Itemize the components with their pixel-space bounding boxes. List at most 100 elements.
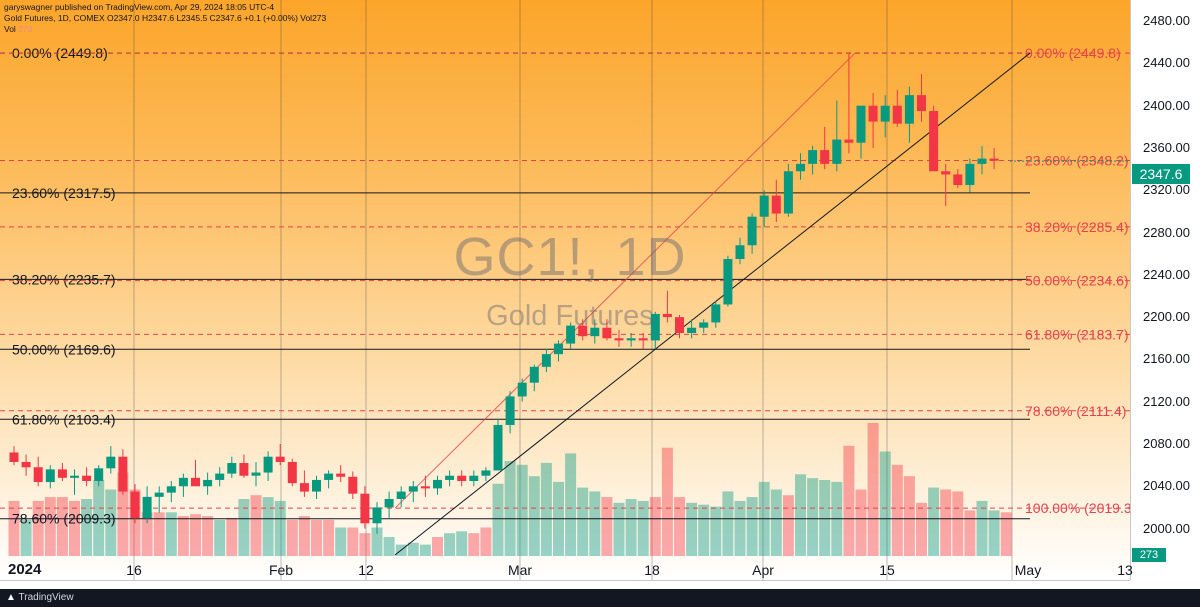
volume-bar (952, 491, 964, 556)
candle-body (82, 475, 92, 481)
time-tick-label: 15 (879, 562, 895, 578)
candle-body (94, 468, 104, 481)
volume-bar (81, 499, 93, 556)
volume-bar (843, 445, 855, 556)
volume-bar (153, 512, 165, 556)
price-tick-label: 2080.00 (1143, 436, 1190, 451)
candle-body (239, 463, 249, 476)
volume-bar (879, 451, 891, 556)
volume-bar (577, 487, 589, 556)
candle-body (687, 327, 697, 333)
volume-bar (516, 464, 528, 556)
volume-bar (165, 512, 177, 556)
candle-body (614, 338, 624, 341)
volume-bar (105, 489, 117, 556)
candle-body (759, 195, 769, 217)
volume-bar (940, 489, 952, 556)
volume-bar (407, 542, 419, 556)
volume-bar (444, 533, 456, 556)
price-tick-label: 2480.00 (1143, 13, 1190, 29)
candle-body (711, 304, 721, 323)
candle-body (9, 452, 19, 462)
fib-level-black-label: 61.80% (2103.4) (12, 411, 116, 427)
candle-body (783, 171, 793, 214)
volume-bar (903, 476, 915, 556)
candle-body (481, 470, 491, 476)
candle-body (57, 469, 67, 478)
candle-body (336, 473, 346, 477)
volume-bar (8, 500, 20, 556)
candle-body (880, 105, 890, 122)
fib-level-red-label: 50.00% (2234.6) (1025, 273, 1129, 289)
volume-bar (371, 527, 383, 556)
volume-bar (807, 478, 819, 556)
volume-bar (795, 474, 806, 556)
volume-bar (117, 472, 129, 556)
candle-body (493, 424, 503, 471)
candle-body (348, 476, 358, 494)
volume-bar (141, 512, 153, 556)
price-tick-label: 2040.00 (1143, 478, 1190, 494)
candle-body (529, 366, 539, 383)
candle-body (445, 475, 455, 480)
candle-body (917, 95, 926, 111)
candle-body (953, 174, 963, 185)
candle-body (433, 479, 442, 489)
fib-level-red-label: 38.20% (2285.4) (1025, 219, 1129, 235)
price-tick-label: 2120.00 (1143, 393, 1190, 409)
candle-body (457, 475, 467, 481)
candle-body (638, 338, 648, 341)
chart-header: garyswagner published on TradingView.com… (4, 2, 326, 35)
volume-legend: Vol 273 (4, 24, 326, 35)
footer-bar: ▲ TradingView (0, 589, 1200, 607)
candle-body (33, 467, 43, 483)
price-tick-label: 2280.00 (1143, 224, 1190, 240)
candle-body (203, 479, 213, 487)
candle-body (578, 325, 588, 337)
fib-level-black-label: 78.60% (2009.3) (12, 511, 116, 527)
volume-bar (177, 516, 189, 556)
volume-bar (625, 499, 637, 556)
price-tick-label: 2240.00 (1143, 266, 1190, 282)
candle-body (227, 463, 237, 474)
volume-bar (528, 476, 540, 556)
volume-label: Vol (4, 24, 16, 34)
chart-plot-area[interactable]: 0.00% (2449.8) 23.60% (2317.5) 38.20% (223… (0, 0, 1130, 580)
volume-bar (20, 519, 32, 556)
candle-body (178, 477, 188, 487)
volume-bar (250, 495, 262, 556)
volume-bar (56, 497, 68, 556)
volume-bar (722, 491, 734, 556)
price-tick-label: 2160.00 (1143, 351, 1190, 367)
volume-bar (867, 423, 879, 556)
candle-body (517, 382, 527, 397)
volume-bar (432, 537, 443, 556)
volume-bar (214, 519, 226, 556)
candle-body (130, 491, 140, 518)
candle-body (602, 327, 612, 339)
price-tick-label: 2440.00 (1143, 55, 1190, 71)
candle-body (408, 486, 418, 492)
candle-body (299, 483, 309, 492)
price-axis[interactable] (1130, 0, 1200, 580)
symbol-line: Gold Futures, 1D, COMEX O2347.0 H2347.6 … (4, 13, 327, 23)
candle-body (929, 111, 939, 172)
candle-body (505, 396, 515, 425)
volume-bar (323, 519, 335, 556)
candle-body (989, 158, 999, 161)
volume-bar (480, 527, 492, 556)
trendline-black (394, 52, 1031, 556)
candle-body (166, 486, 176, 493)
time-tick-label: Apr (752, 562, 774, 578)
volume-bar (202, 516, 214, 556)
time-tick-label: 16 (126, 562, 142, 578)
candle-body (626, 338, 636, 341)
volume-bar (964, 510, 976, 556)
volume-bar (819, 480, 831, 556)
volume-bar (274, 500, 286, 556)
candle-body (541, 354, 551, 367)
fib-level-red-label: 78.60% (2111.4) (1025, 403, 1126, 419)
fib-level-red-label: 23.60% (2348.2) (1025, 152, 1129, 168)
candle-body (796, 163, 805, 172)
candle-body (106, 456, 116, 469)
